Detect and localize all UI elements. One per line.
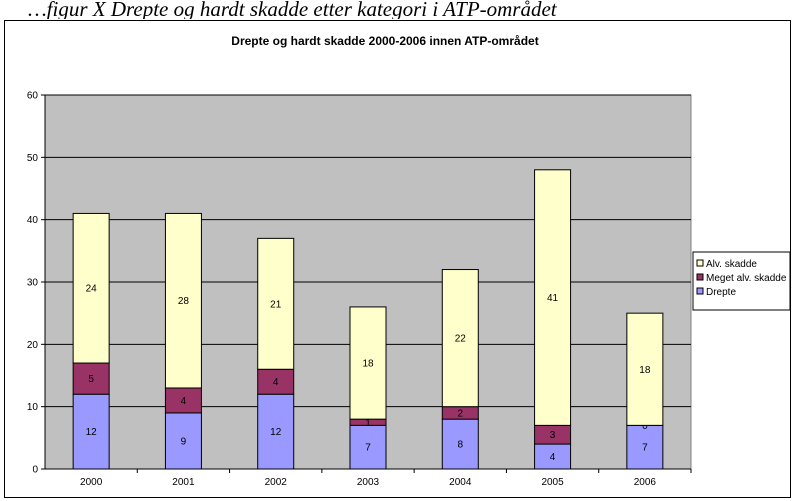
data-label: 4	[273, 377, 279, 388]
data-label: 8	[458, 440, 464, 451]
bar-segment	[534, 443, 572, 470]
data-label: 0	[642, 421, 648, 432]
data-label: 1	[365, 418, 371, 429]
legend-swatch	[696, 259, 704, 267]
bar-segment	[72, 362, 110, 395]
x-tick-label: 2002	[265, 477, 288, 488]
y-tick-label: 20	[27, 340, 39, 351]
legend: Alv. skadde Meget alv. skadde Drepte	[692, 251, 791, 311]
legend-label: Alv. skadde	[706, 259, 757, 270]
bar-segment	[626, 312, 664, 426]
legend-label: Drepte	[706, 287, 736, 298]
bar-segment	[257, 393, 295, 470]
x-tick-label: 2006	[634, 477, 657, 488]
bar-segment	[534, 169, 572, 426]
y-tick-label: 10	[27, 402, 39, 413]
data-label: 24	[86, 284, 98, 295]
bar-segment	[441, 269, 479, 408]
data-label: 18	[639, 365, 651, 376]
data-label: 12	[270, 427, 282, 438]
data-label: 3	[550, 430, 556, 441]
data-label: 41	[547, 293, 559, 304]
data-label: 4	[550, 452, 556, 463]
bar-segment	[257, 237, 295, 370]
bar-segment	[72, 393, 110, 470]
data-label: 21	[270, 299, 282, 310]
x-tick-label: 2001	[172, 477, 195, 488]
x-tick-label: 2000	[80, 477, 103, 488]
legend-swatch	[696, 287, 704, 295]
data-label: 5	[88, 374, 94, 385]
bar-segment	[349, 424, 387, 470]
data-label: 12	[86, 427, 98, 438]
data-label: 2	[458, 408, 464, 419]
stacked-bar-chart: Drepte og hardt skadde 2000-2006 innen A…	[27, 34, 791, 488]
y-tick-label: 50	[27, 153, 39, 164]
chart-title: Drepte og hardt skadde 2000-2006 innen A…	[231, 34, 538, 48]
bar-segment	[164, 387, 202, 414]
data-label: 7	[365, 443, 371, 454]
x-tick-label: 2005	[541, 477, 564, 488]
document-caption: …figur X Drepte og hardt skadde etter ka…	[28, 0, 557, 19]
x-tick-label: 2004	[449, 477, 472, 488]
x-tick-label: 2003	[357, 477, 380, 488]
legend-label: Meget alv. skadde	[706, 273, 787, 284]
bar-segment	[164, 212, 202, 389]
data-label: 28	[178, 296, 190, 307]
data-label: 9	[181, 436, 187, 447]
y-tick-label: 0	[32, 465, 38, 476]
bar-segment	[72, 212, 110, 364]
data-label: 22	[455, 334, 467, 345]
y-tick-label: 40	[27, 215, 39, 226]
legend-swatch	[696, 273, 704, 281]
y-tick-label: 60	[27, 91, 39, 102]
data-label: 18	[362, 359, 374, 370]
bar-segment	[164, 412, 202, 470]
data-label: 4	[181, 396, 187, 407]
data-label: 7	[642, 443, 648, 454]
chart-area: Drepte og hardt skadde 2000-2006 innen A…	[4, 20, 791, 498]
legend-box	[692, 251, 791, 311]
y-tick-label: 30	[27, 278, 39, 289]
bar-segment	[349, 306, 387, 420]
plot-area: 0102030405060125242000942820011242120027…	[27, 91, 692, 488]
